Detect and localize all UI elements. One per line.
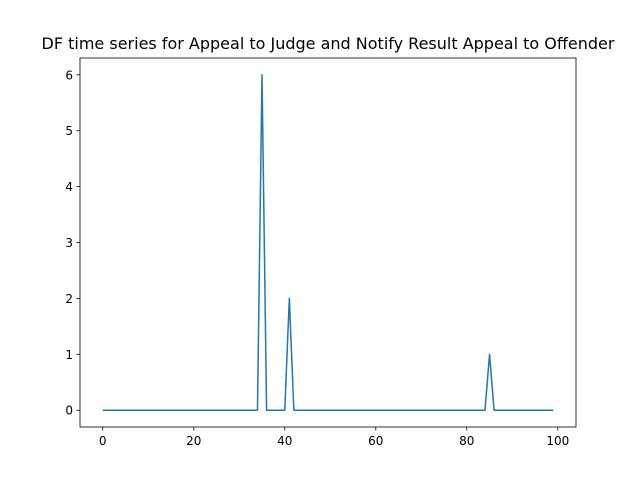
series-line [102, 74, 554, 411]
x-tick-label: 0 [99, 434, 107, 448]
plot-frame [79, 57, 577, 428]
plot-area [79, 57, 577, 428]
x-tick-label: 80 [459, 434, 474, 448]
x-tick-label: 100 [546, 434, 569, 448]
y-tick-label: 1 [65, 348, 73, 362]
y-tick-label: 4 [65, 180, 73, 194]
y-tick-label: 3 [65, 236, 73, 250]
x-tick-label: 60 [368, 434, 383, 448]
y-tick-label: 5 [65, 124, 73, 138]
y-tick-label: 0 [65, 404, 73, 418]
chart-title: DF time series for Appeal to Judge and N… [42, 34, 615, 53]
x-axis: 0 20 40 60 80 100 [99, 427, 569, 448]
x-tick-label: 20 [186, 434, 201, 448]
y-tick-label: 6 [65, 68, 73, 82]
y-tick-label: 2 [65, 292, 73, 306]
y-axis: 0 1 2 3 4 5 6 [65, 68, 80, 418]
x-tick-label: 40 [277, 434, 292, 448]
